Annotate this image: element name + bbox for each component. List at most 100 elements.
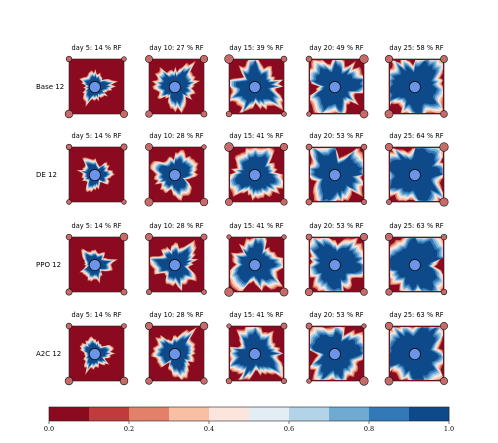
producer-well: [199, 321, 209, 331]
sweep-panel: day 10: 28 % RF: [144, 132, 209, 207]
sweep-panel: day 20: 53 % RF: [305, 132, 368, 206]
injector-well: [88, 259, 101, 272]
producer-well: [384, 142, 394, 152]
sweep-panel: day 25: 63 % RF: [384, 222, 448, 296]
producer-well: [305, 55, 313, 63]
producer-well: [281, 378, 287, 384]
producer-well: [359, 376, 369, 386]
producer-well: [146, 289, 152, 295]
producer-well: [439, 197, 449, 207]
colorbar-bin: [289, 407, 330, 421]
sweep-panel: day 25: 58 % RF: [384, 44, 448, 119]
colorbar-bin: [329, 407, 370, 421]
colorbar-frame: [48, 406, 450, 422]
panel-frame: [68, 236, 125, 293]
producer-well: [120, 110, 128, 118]
panel-title: day 5: 14 % RF: [72, 44, 122, 52]
producer-well: [359, 54, 369, 64]
sweep-panel: day 5: 14 % RF: [65, 222, 129, 296]
panel-title: day 5: 14 % RF: [72, 222, 122, 230]
injector-well: [168, 169, 181, 182]
injector-well: [328, 169, 341, 182]
producer-well: [281, 111, 287, 117]
producer-well: [386, 199, 392, 205]
sweep-panel: day 10: 28 % RF: [145, 222, 208, 295]
producer-well: [439, 142, 449, 152]
producer-well: [440, 288, 448, 296]
sweep-panel: day 20: 53 % RF: [304, 222, 368, 297]
injector-well: [168, 348, 181, 361]
producer-well: [64, 376, 74, 386]
producer-well: [120, 288, 128, 296]
colorbar-bin: [209, 407, 250, 421]
producer-well: [359, 233, 368, 242]
producer-well: [145, 143, 153, 151]
panel-frame: [68, 325, 125, 382]
producer-well: [65, 143, 73, 151]
panel-frame: [308, 236, 365, 293]
producer-well: [65, 322, 73, 330]
injector-well: [248, 348, 261, 361]
producer-well: [280, 322, 288, 330]
panel-title: day 15: 41 % RF: [229, 222, 283, 230]
panel-frame: [68, 58, 125, 115]
panel-frame: [228, 325, 285, 382]
producer-well: [440, 110, 448, 118]
producer-well: [119, 232, 129, 242]
row-label: DE 12: [36, 171, 57, 179]
sweep-panel: day 25: 64 % RF: [384, 132, 449, 207]
colorbar-tick-label: 1.0: [444, 425, 454, 433]
producer-well: [119, 376, 129, 386]
panel-title: day 10: 27 % RF: [149, 44, 203, 52]
panel-title: day 5: 14 % RF: [72, 311, 122, 319]
panel-frame: [148, 146, 205, 203]
sweep-panel: day 5: 14 % RF: [64, 44, 128, 119]
row-labels: Base 12 DE 12 PPO 12 A2C 12: [36, 83, 64, 358]
panel-frame: [148, 236, 205, 293]
producer-well: [440, 55, 448, 63]
sweep-panel: day 15: 41 % RF: [224, 222, 289, 297]
producer-well: [145, 110, 153, 118]
producer-well: [64, 109, 74, 119]
producer-well: [65, 55, 73, 63]
panel-title: day 20: 53 % RF: [309, 222, 363, 230]
panel-title: day 15: 41 % RF: [229, 132, 283, 140]
colorbar-tick-label: 0.2: [124, 425, 134, 433]
producer-well: [361, 199, 367, 205]
producer-well: [361, 323, 367, 329]
producer-well: [440, 233, 448, 241]
sweep-panel: day 15: 41 % RF: [224, 132, 289, 206]
producer-well: [145, 377, 153, 385]
producer-well: [384, 109, 394, 119]
injector-well: [328, 81, 341, 94]
producer-well: [360, 143, 368, 151]
sweep-panel: day 20: 49 % RF: [305, 44, 369, 119]
producer-well: [281, 234, 287, 240]
panel-frame: [228, 146, 285, 203]
panel-frame: [388, 58, 445, 115]
producer-well: [65, 233, 73, 241]
producer-well: [225, 198, 233, 206]
sweep-panel: day 5: 14 % RF: [64, 311, 129, 386]
sweep-panel: day 20: 53 % RF: [305, 311, 369, 386]
sweep-panel: day 15: 41 % RF: [225, 311, 288, 385]
panel-frame: [308, 325, 365, 382]
panel-title: day 20: 49 % RF: [309, 44, 363, 52]
producer-well: [305, 322, 313, 330]
panel-frame: [228, 58, 285, 115]
producer-well: [226, 234, 232, 240]
injector-well: [168, 259, 181, 272]
injector-well: [408, 259, 421, 272]
sweep-panel: day 5: 14 % RF: [65, 132, 128, 205]
injector-well: [408, 169, 421, 182]
panel-frame: [68, 146, 125, 203]
producer-well: [120, 143, 128, 151]
producer-well: [385, 288, 393, 296]
producer-well: [384, 54, 394, 64]
producer-well: [384, 376, 394, 386]
panel-frame: [148, 325, 205, 382]
panel-title: day 20: 53 % RF: [309, 132, 363, 140]
producer-well: [359, 109, 369, 119]
injector-well: [248, 81, 261, 94]
